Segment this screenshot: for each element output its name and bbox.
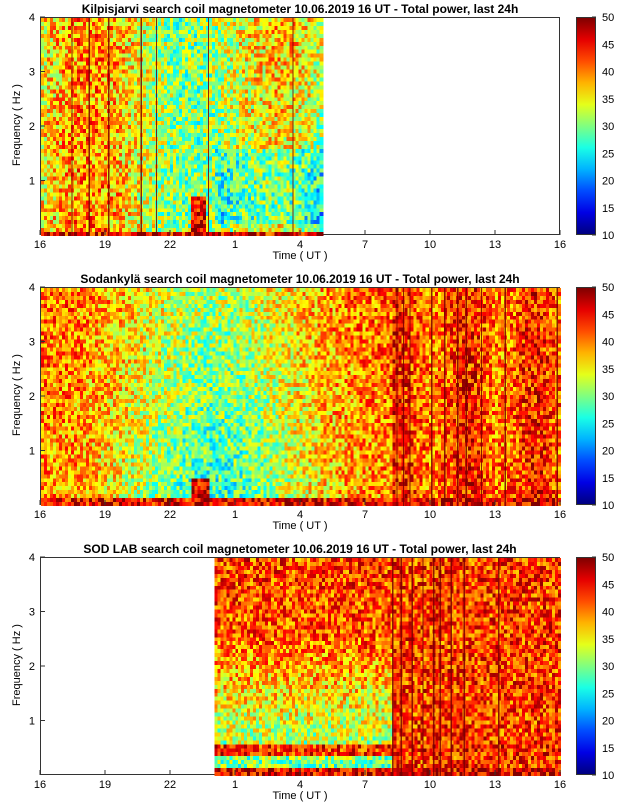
x-tick-label: 16 <box>34 239 46 251</box>
x-tick-label: 16 <box>34 509 46 521</box>
colorbar-tick-label: 35 <box>602 634 614 646</box>
spectrogram-panel: Kilpisjarvi search coil magnetometer 10.… <box>0 0 634 270</box>
x-tick-label: 19 <box>99 239 111 251</box>
y-tick-label: 2 <box>29 391 35 403</box>
y-tick-label: 1 <box>29 176 35 188</box>
y-tick-label: 2 <box>29 121 35 133</box>
x-tick-label: 13 <box>489 509 501 521</box>
colorbar-tick-label: 25 <box>602 418 614 430</box>
colorbar-tick-label: 45 <box>602 39 614 51</box>
colorbar-tick-label: 50 <box>602 12 614 24</box>
spectrogram-panel: Sodankylä search coil magnetometer 10.06… <box>0 270 634 540</box>
x-tick-label: 1 <box>232 509 238 521</box>
y-axis-label: Frequency ( Hz ) <box>11 70 23 180</box>
colorbar <box>576 17 596 235</box>
colorbar <box>576 287 596 505</box>
x-tick-label: 1 <box>232 779 238 791</box>
y-tick-label: 3 <box>29 67 35 79</box>
colorbar-tick-label: 35 <box>602 364 614 376</box>
x-tick-label: 19 <box>99 779 111 791</box>
x-axis-label: Time ( UT ) <box>240 520 360 532</box>
y-tick-label: 4 <box>29 552 35 564</box>
colorbar-tick-label: 30 <box>602 121 614 133</box>
x-tick-label: 1 <box>232 239 238 251</box>
x-axis-label: Time ( UT ) <box>240 250 360 262</box>
colorbar-tick-label: 40 <box>602 67 614 79</box>
y-tick-label: 3 <box>29 337 35 349</box>
x-axis-label: Time ( UT ) <box>240 790 360 802</box>
x-tick-label: 13 <box>489 239 501 251</box>
colorbar-tick-label: 30 <box>602 661 614 673</box>
spectrogram-panel: SOD LAB search coil magnetometer 10.06.2… <box>0 540 634 810</box>
colorbar-tick-label: 45 <box>602 579 614 591</box>
x-tick-label: 22 <box>164 779 176 791</box>
x-tick-label: 19 <box>99 509 111 521</box>
colorbar-tick-label: 40 <box>602 607 614 619</box>
x-tick-label: 22 <box>164 509 176 521</box>
x-tick-label: 22 <box>164 239 176 251</box>
y-tick-label: 1 <box>29 716 35 728</box>
colorbar-tick-label: 10 <box>602 230 614 242</box>
colorbar <box>576 557 596 775</box>
y-axis-label: Frequency ( Hz ) <box>11 610 23 720</box>
x-tick-label: 16 <box>554 779 566 791</box>
colorbar-tick-label: 10 <box>602 770 614 782</box>
x-tick-label: 16 <box>34 779 46 791</box>
x-tick-label: 16 <box>554 239 566 251</box>
x-tick-label: 7 <box>362 509 368 521</box>
colorbar-tick-label: 50 <box>602 282 614 294</box>
colorbar-tick-label: 10 <box>602 500 614 512</box>
x-tick-label: 7 <box>362 779 368 791</box>
colorbar-tick-label: 45 <box>602 309 614 321</box>
colorbar-tick-label: 35 <box>602 94 614 106</box>
colorbar-tick-label: 30 <box>602 391 614 403</box>
colorbar-tick-label: 15 <box>602 203 614 215</box>
y-tick-label: 4 <box>29 282 35 294</box>
colorbar-tick-label: 50 <box>602 552 614 564</box>
x-tick-label: 10 <box>424 779 436 791</box>
colorbar-tick-label: 15 <box>602 743 614 755</box>
colorbar-tick-label: 20 <box>602 446 614 458</box>
colorbar-tick-label: 15 <box>602 473 614 485</box>
x-tick-label: 7 <box>362 239 368 251</box>
y-tick-label: 1 <box>29 446 35 458</box>
x-tick-label: 16 <box>554 509 566 521</box>
colorbar-tick-label: 20 <box>602 716 614 728</box>
colorbar-tick-label: 25 <box>602 148 614 160</box>
y-tick-label: 4 <box>29 12 35 24</box>
y-tick-label: 3 <box>29 607 35 619</box>
colorbar-tick-label: 40 <box>602 337 614 349</box>
x-tick-label: 13 <box>489 779 501 791</box>
x-tick-label: 10 <box>424 509 436 521</box>
x-tick-label: 10 <box>424 239 436 251</box>
y-axis-label: Frequency ( Hz ) <box>11 340 23 450</box>
colorbar-tick-label: 20 <box>602 176 614 188</box>
colorbar-tick-label: 25 <box>602 688 614 700</box>
y-tick-label: 2 <box>29 661 35 673</box>
